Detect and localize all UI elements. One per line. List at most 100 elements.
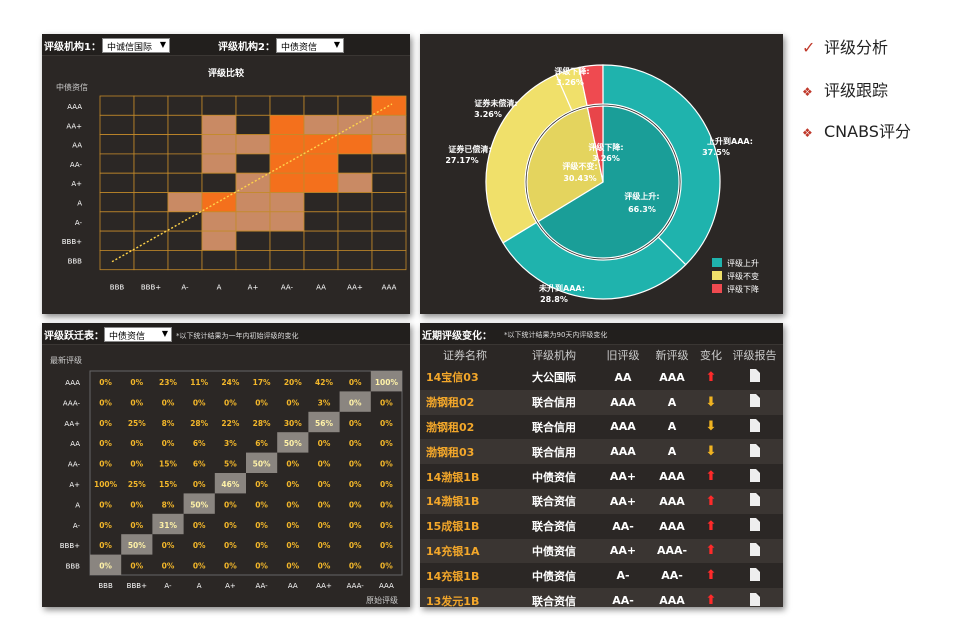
agency2-select[interactable]: 中债资信 ▼ (276, 38, 344, 53)
heat-cell (133, 192, 169, 213)
cell-value: 0% (130, 460, 143, 469)
security-name[interactable]: 14渤银1B (420, 464, 510, 489)
y-tick-label: AA (72, 142, 82, 150)
security-name[interactable]: 13发元1B (420, 588, 510, 607)
cell-value: 0% (380, 419, 393, 428)
label-outer-down: 评级下降: (554, 66, 589, 76)
cell-value: 0% (349, 460, 362, 469)
cell-value: 15% (159, 460, 177, 469)
side-item-tracking[interactable]: ❖ 评级跟踪 (802, 81, 889, 100)
side-item-analysis[interactable]: ✓ 评级分析 (802, 38, 889, 57)
report-doc-icon[interactable] (726, 365, 783, 390)
cell-value: 0% (318, 460, 331, 469)
security-name[interactable]: 渤钢租02 (420, 414, 510, 440)
cell-value: 0% (318, 562, 331, 571)
table-row[interactable]: 渤钢租02 联合信用 AAA A ⬇ (420, 389, 783, 415)
x-tick-label: AA+ (316, 582, 332, 590)
report-doc-icon[interactable] (726, 513, 783, 539)
heat-cell (167, 230, 203, 251)
cell-value: 46% (221, 480, 239, 489)
label-up-aaa: 上升到AAA: (707, 136, 753, 146)
cell-value: 0% (99, 439, 112, 448)
heat-cell (269, 95, 305, 116)
x-axis-name: 原始评级 (366, 595, 398, 605)
cell-value: 0% (255, 541, 268, 550)
diag-cell (121, 534, 153, 555)
cell-value: 6% (193, 460, 206, 469)
x-tick-label: A+ (248, 284, 259, 292)
x-tick-label: AA- (256, 582, 269, 590)
table-row[interactable]: 15成银1B 联合资信 AA- AAA ⬆ (420, 513, 783, 539)
label-outer-down-value: 3.26% (556, 78, 584, 87)
heat-cell (337, 134, 373, 155)
heat-cell (303, 230, 339, 251)
cell-value: 20% (284, 378, 302, 387)
table-row[interactable]: 13发元1B 联合资信 AA- AAA ⬆ (420, 588, 783, 607)
x-tick-label: BBB+ (127, 582, 147, 590)
security-name[interactable]: 14充银1A (420, 538, 510, 564)
cell-value: 5% (224, 460, 237, 469)
report-doc-icon[interactable] (726, 389, 783, 415)
table-row[interactable]: 渤钢租02 联合信用 AAA A ⬇ (420, 414, 783, 440)
report-doc-icon[interactable] (726, 563, 783, 589)
heat-cell (201, 95, 237, 116)
report-doc-icon[interactable] (726, 538, 783, 564)
security-name[interactable]: 15成银1B (420, 513, 510, 539)
heat-cell (235, 114, 271, 135)
cell-value: 0% (162, 398, 175, 407)
cell-value: 0% (99, 398, 112, 407)
report-doc-icon[interactable] (726, 488, 783, 514)
table-row[interactable]: 14渤银1B 联合资信 AA+ AAA ⬆ (420, 488, 783, 514)
agency1-select[interactable]: 中诚信国际 ▼ (102, 38, 170, 53)
side-item-cnabs[interactable]: ❖ CNABS评分 (802, 122, 911, 141)
old-rating: AA+ (598, 464, 648, 489)
security-name[interactable]: 14充银1B (420, 563, 510, 589)
cell-value: 6% (255, 439, 268, 448)
x-tick-label: BBB (110, 284, 125, 292)
cell-value: 28% (253, 419, 271, 428)
y-tick-label: AAA- (63, 399, 81, 407)
agency2-label: 评级机构2： (218, 42, 275, 53)
legend-swatch (712, 258, 722, 267)
report-doc-icon[interactable] (726, 464, 783, 489)
chart-title: 评级比较 (208, 67, 244, 79)
heat-cell (303, 192, 339, 213)
heat-cell (201, 249, 237, 271)
diag-cell (152, 513, 184, 535)
cell-value: 0% (193, 398, 206, 407)
table-row[interactable]: 14充银1A 中债资信 AA+ AAA- ⬆ (420, 538, 783, 564)
table-row[interactable]: 14渤银1B 中债资信 AA+ AAA ⬆ (420, 464, 783, 489)
x-tick-label: A (217, 284, 222, 292)
security-name[interactable]: 渤钢租02 (420, 389, 510, 415)
security-name[interactable]: 14渤银1B (420, 488, 510, 514)
x-tick-label: A+ (225, 582, 236, 590)
cell-value: 0% (380, 480, 393, 489)
x-tick-label: AA (288, 582, 298, 590)
chevron-down-icon: ▼ (161, 329, 168, 338)
cell-value: 0% (318, 439, 331, 448)
cell-value: 0% (349, 419, 362, 428)
security-name[interactable]: 渤钢租03 (420, 439, 510, 465)
table-row[interactable]: 14充银1B 中债资信 A- AA- ⬆ (420, 563, 783, 589)
table-row[interactable]: 渤钢租03 联合信用 AAA A ⬇ (420, 439, 783, 465)
legend-swatch (712, 271, 722, 280)
x-tick-label: BBB+ (141, 284, 161, 292)
report-doc-icon[interactable] (726, 588, 783, 607)
heat-cell (167, 95, 203, 116)
transition-agency-select[interactable]: 中债资信 ▼ (104, 327, 172, 342)
cell-value: 3% (224, 439, 237, 448)
heat-cell (201, 172, 237, 193)
report-doc-icon[interactable] (726, 439, 783, 465)
label-inner-up: 评级上升: (624, 191, 659, 201)
security-name[interactable]: 14宝信03 (420, 365, 510, 390)
cell-value: 0% (286, 398, 299, 407)
cell-value: 17% (253, 378, 271, 387)
arrow-down-icon: ⬇ (696, 414, 726, 440)
report-doc-icon[interactable] (726, 414, 783, 440)
transition-label: 评级跃迁表： (44, 331, 104, 342)
table-row[interactable]: 14宝信03 大公国际 AA AAA ⬆ (420, 365, 783, 390)
heat-cell (167, 211, 203, 232)
label-unpaid-value: 3.26% (474, 110, 502, 119)
y-tick-label: A (75, 501, 80, 509)
rating-agency: 联合资信 (510, 488, 598, 514)
